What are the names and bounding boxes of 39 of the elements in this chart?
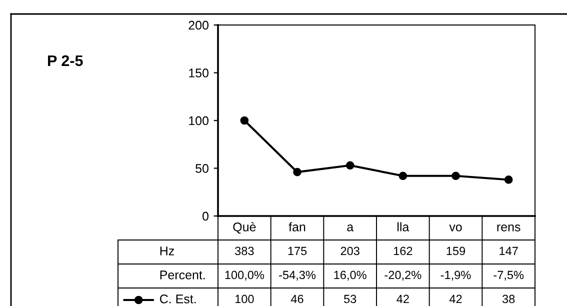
data-label: 53 bbox=[344, 294, 356, 304]
x-tick-label: Què bbox=[233, 222, 256, 234]
x-tick-label: a bbox=[347, 224, 354, 232]
legend-label: C. Est. bbox=[160, 294, 196, 304]
point bbox=[452, 172, 460, 180]
x-tick-label: rens bbox=[497, 224, 520, 232]
y-tick-label: 200 bbox=[188, 20, 208, 30]
text: 159 bbox=[446, 246, 466, 256]
data-label: 46 bbox=[290, 294, 304, 304]
point bbox=[293, 168, 302, 176]
x-tick-label: fan bbox=[288, 222, 306, 232]
point bbox=[346, 161, 354, 170]
x-tick-label: vo bbox=[449, 224, 462, 232]
point bbox=[504, 176, 513, 184]
text: 203 bbox=[340, 246, 360, 256]
y-tick-label: 150 bbox=[189, 68, 208, 78]
text: 162 bbox=[394, 246, 412, 256]
text: -54,3% bbox=[279, 270, 316, 281]
data-label: 42 bbox=[396, 294, 409, 304]
data-label: 100 bbox=[235, 294, 254, 304]
point bbox=[398, 172, 408, 180]
text: -1,9% bbox=[440, 270, 471, 281]
text: P 2-5 bbox=[48, 55, 83, 66]
text: 175 bbox=[288, 246, 307, 256]
y-tick-label: 100 bbox=[189, 116, 208, 126]
y-tick-label: 50 bbox=[196, 164, 208, 173]
text: Hz bbox=[160, 246, 174, 256]
text: Percent. bbox=[160, 270, 205, 280]
data-label: 42 bbox=[449, 294, 462, 304]
data-label: 38 bbox=[502, 294, 515, 304]
text: -7,5% bbox=[494, 270, 524, 281]
x-tick-label: lla bbox=[398, 222, 410, 232]
text: 383 bbox=[235, 246, 254, 256]
point bbox=[240, 116, 249, 125]
text: -20,2% bbox=[384, 270, 422, 281]
text: 147 bbox=[500, 246, 518, 256]
y-tick-label: 0 bbox=[202, 212, 208, 221]
text: 16,0% bbox=[334, 270, 366, 281]
text: 100,0% bbox=[225, 270, 264, 281]
